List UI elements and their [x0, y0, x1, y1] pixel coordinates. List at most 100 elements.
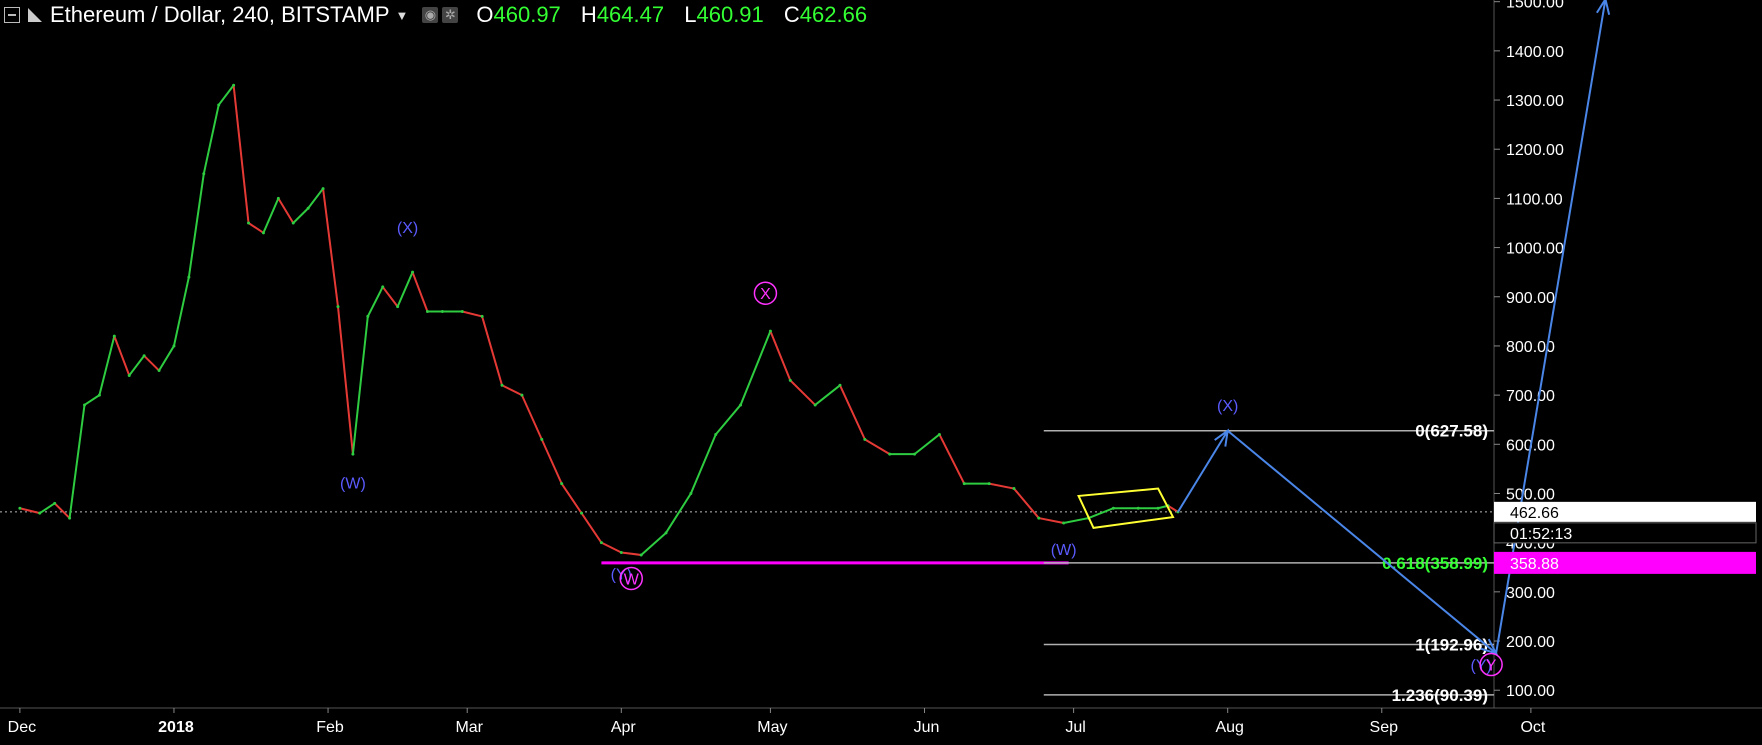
y-tick-label: 500.00 — [1506, 486, 1555, 503]
price-segment — [187, 173, 205, 278]
current-price-box — [1494, 501, 1756, 522]
price-point — [336, 305, 340, 309]
wave-label: (X) — [1217, 398, 1238, 415]
support-price-box — [1494, 551, 1756, 574]
y-tick-label: 1300.00 — [1506, 93, 1564, 110]
price-segment — [580, 512, 603, 544]
price-segment — [172, 276, 190, 347]
price-segment — [1088, 507, 1114, 519]
eye-icon[interactable]: ◉ — [422, 7, 439, 23]
price-point — [1012, 487, 1016, 491]
price-point — [520, 393, 524, 397]
x-tick-label: Jul — [1065, 719, 1085, 736]
price-point — [18, 506, 22, 510]
collapse-icon[interactable] — [4, 7, 20, 23]
price-segment — [322, 188, 339, 307]
price-point — [351, 452, 355, 456]
price-segment — [128, 355, 145, 377]
ohlc-close-key: C — [783, 2, 800, 27]
price-point — [664, 531, 668, 535]
symbol-flag-icon — [28, 8, 42, 22]
price-segment — [689, 434, 717, 494]
price-segment — [1038, 517, 1064, 524]
ohlc-readout: O460.97 H464.47 L460.91 C462.66 — [476, 2, 881, 28]
price-segment — [1167, 504, 1179, 513]
price-point — [112, 334, 116, 338]
wave-label-circle — [1479, 652, 1503, 677]
price-segment — [307, 187, 324, 209]
price-segment — [262, 198, 280, 234]
price-segment — [336, 306, 354, 455]
ohlc-low-value: 460.91 — [696, 2, 764, 27]
price-segment — [381, 286, 399, 308]
price-point — [500, 383, 504, 387]
price-point — [768, 329, 772, 333]
gear-icon[interactable]: ✲ — [442, 7, 459, 23]
price-point — [619, 550, 623, 554]
price-segment — [202, 104, 220, 175]
price-point — [913, 452, 917, 456]
ohlc-open-key: O — [476, 2, 494, 27]
price-point — [261, 231, 265, 235]
price-point — [396, 305, 400, 309]
price-point — [1136, 506, 1140, 510]
symbol-title[interactable]: Ethereum / Dollar, 240, BITSTAMP — [50, 2, 390, 27]
price-segment — [913, 433, 941, 455]
price-segment — [351, 316, 369, 455]
price-point — [127, 373, 131, 377]
y-tick-label: 800.00 — [1506, 339, 1555, 356]
price-point — [291, 221, 295, 225]
price-point — [232, 83, 236, 87]
wave-label: (X) — [397, 220, 418, 237]
chevron-down-icon[interactable]: ▼ — [395, 7, 409, 23]
wave-label: X — [760, 286, 771, 303]
price-point — [987, 482, 991, 486]
triangle-pattern — [1077, 487, 1175, 529]
price-point — [739, 403, 743, 407]
price-segment — [217, 84, 235, 106]
current-price-label: 462.66 — [1510, 505, 1559, 522]
price-segment — [501, 384, 523, 397]
price-point — [366, 314, 370, 318]
ohlc-low-key: L — [684, 2, 697, 27]
x-tick-label: Dec — [8, 719, 36, 736]
price-point — [689, 491, 693, 495]
price-point — [863, 437, 867, 441]
wave-label: (W) — [1051, 542, 1077, 559]
price-segment — [640, 532, 667, 556]
x-tick-label: May — [757, 719, 787, 736]
price-point — [639, 553, 643, 557]
price-segment — [560, 483, 583, 514]
price-segment — [665, 492, 692, 534]
fib-level-label: 0.618(358.99) — [1382, 554, 1488, 573]
y-tick-label: 1000.00 — [1506, 241, 1564, 258]
price-point — [38, 511, 42, 515]
price-point — [187, 275, 191, 279]
y-tick-label: 300.00 — [1506, 585, 1555, 602]
fib-level-label: 1(192.96) — [1415, 635, 1488, 654]
price-point — [599, 541, 603, 545]
price-segment — [520, 394, 543, 440]
projection-segment — [1495, 0, 1607, 654]
price-segment — [864, 438, 891, 455]
price-segment — [143, 355, 160, 372]
price-segment — [621, 551, 642, 556]
price-segment — [769, 330, 792, 381]
price-point — [1111, 506, 1115, 510]
x-tick-label: 2018 — [158, 719, 194, 736]
y-tick-label: 100.00 — [1506, 683, 1555, 700]
price-segment — [714, 404, 742, 436]
price-segment — [396, 271, 414, 307]
price-point — [714, 432, 718, 436]
price-segment — [19, 507, 41, 515]
countdown-label: 01:52:13 — [1510, 526, 1572, 543]
price-point — [937, 432, 941, 436]
y-tick-label: 1500.00 — [1506, 0, 1564, 12]
ohlc-open-value: 460.97 — [493, 2, 561, 27]
support-price-label: 358.88 — [1510, 556, 1559, 573]
x-tick-label: Apr — [611, 719, 637, 736]
price-segment — [839, 384, 866, 440]
price-point — [306, 206, 310, 210]
x-tick-label: Sep — [1370, 719, 1399, 736]
